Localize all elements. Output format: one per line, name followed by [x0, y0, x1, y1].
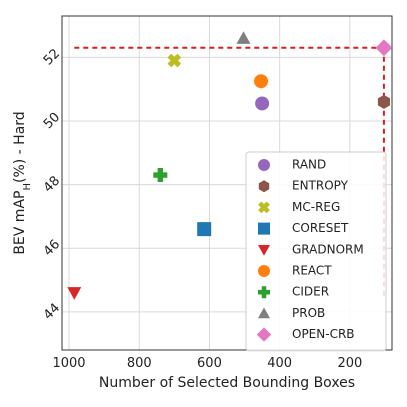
legend-label: CORESET: [292, 221, 349, 235]
x-tick-label: 400: [267, 356, 292, 371]
marker-entropy: [377, 94, 390, 109]
legend-label: PROB: [292, 306, 325, 320]
legend-marker-rand: [258, 159, 270, 171]
legend-marker-react: [258, 265, 270, 277]
y-axis-label: BEV mAPH(%) - Hard: [12, 111, 33, 254]
marker-coreset: [197, 222, 212, 237]
y-tick-label: 46: [41, 237, 63, 259]
legend-label: REACT: [292, 264, 332, 278]
legend-label: ENTROPY: [292, 179, 349, 193]
legend-box: [245, 151, 387, 352]
marker-cider: [153, 168, 168, 183]
legend-marker-open-crb: [256, 327, 272, 342]
y-tick-label: 48: [41, 173, 63, 195]
legend-marker-entropy: [258, 180, 270, 193]
legend-marker-mc-reg: [258, 201, 270, 214]
x-tick-label: 600: [197, 356, 222, 371]
plot-area: [61, 15, 393, 351]
y-tick-label: 50: [41, 110, 63, 132]
marker-rand: [255, 96, 270, 111]
marker-react: [254, 74, 269, 89]
marker-open-crb: [375, 39, 393, 57]
legend-marker-gradnorm: [258, 245, 270, 256]
reference-lines: [74, 46, 385, 296]
legend-label: RAND: [292, 158, 326, 172]
legend-marker-prob: [258, 307, 270, 319]
x-tick-label: 1000: [52, 356, 85, 371]
legend: RAND ENTROPY MC-REG CORESET GRADNORM REACT CID…: [245, 151, 387, 352]
legend-marker-coreset: [258, 222, 270, 235]
legend-label: OPEN-CRB: [292, 327, 355, 341]
marker-gradnorm: [67, 287, 82, 300]
y-tick-label: 44: [41, 301, 63, 323]
legend-label: GRADNORM: [292, 242, 364, 256]
data-markers: [67, 31, 393, 300]
marker-prob: [236, 31, 251, 44]
x-tick-label: 800: [127, 356, 152, 371]
x-tick-label: 200: [337, 356, 362, 371]
legend-label: MC-REG: [292, 200, 340, 214]
legend-label: CIDER: [292, 285, 329, 299]
marker-mc-reg: [167, 53, 182, 68]
legend-marker-cider: [258, 286, 270, 299]
y-tick-label: 52: [41, 46, 63, 68]
x-axis-label: Number of Selected Bounding Boxes: [99, 375, 355, 391]
axis-ticks: 1000 800 600 400 200 44 46 48 50 52: [41, 46, 362, 371]
